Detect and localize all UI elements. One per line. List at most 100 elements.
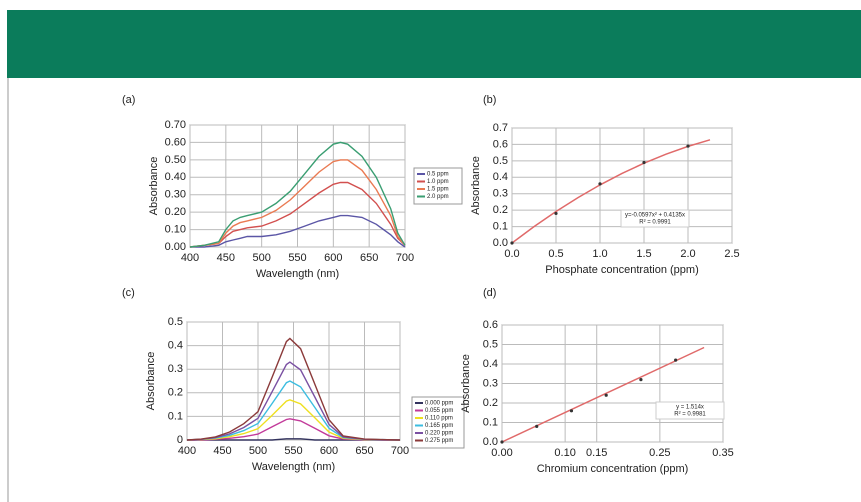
- annotation-box: [620, 209, 690, 228]
- y-tick-label: 0.2: [483, 397, 498, 409]
- y-tick-label: 0.0: [493, 237, 508, 249]
- header-band: [7, 10, 861, 78]
- panel-label: (b): [483, 94, 496, 106]
- x-tick-label: 500: [249, 445, 267, 457]
- y-tick-label: 0.4: [493, 171, 508, 183]
- x-tick-label: 0.35: [712, 447, 733, 459]
- x-tick-label: 400: [181, 252, 199, 264]
- data-point: [642, 160, 646, 165]
- data-point: [535, 424, 539, 428]
- y-tick-label: 0.4: [483, 358, 498, 370]
- x-tick-label: 550: [288, 252, 306, 264]
- series-line: [189, 141, 406, 248]
- annotation: y=-0.0597x² + 0.4135x: [625, 213, 685, 219]
- y-tick-label: 0.5: [168, 316, 183, 328]
- legend-label: 0.5 ppm: [427, 172, 449, 178]
- y-tick-label: 0.50: [165, 154, 186, 166]
- x-tick-label: 450: [213, 445, 231, 457]
- annotation-box: [655, 401, 725, 420]
- data-point: [674, 358, 678, 362]
- y-tick-label: 0: [177, 434, 183, 446]
- panel-label: (c): [122, 287, 135, 299]
- y-tick-label: 0.70: [165, 119, 186, 131]
- series-line: [186, 399, 401, 441]
- data-point: [604, 393, 608, 397]
- series-line: [187, 418, 401, 441]
- x-tick-label: 600: [320, 445, 338, 457]
- x-tick-label: 650: [355, 445, 373, 457]
- legend-label: 0.165 ppm: [425, 423, 453, 429]
- y-tick-label: 0.10: [165, 223, 186, 235]
- x-tick-label: 0.5: [548, 248, 563, 260]
- y-tick-label: 0.1: [483, 416, 498, 428]
- x-tick-label: 0.15: [586, 447, 607, 459]
- y-axis-label: Absorbance: [460, 354, 472, 413]
- series-line: [186, 380, 401, 441]
- data-point: [639, 378, 643, 382]
- y-tick-label: 0.3: [168, 363, 183, 375]
- y-tick-label: 0.2: [493, 204, 508, 216]
- x-tick-label: 0.10: [554, 447, 575, 459]
- x-tick-label: 0.0: [504, 248, 519, 260]
- y-tick-label: 0.20: [165, 206, 186, 218]
- y-tick-label: 0.3: [483, 377, 498, 389]
- y-tick-label: 0.60: [165, 136, 186, 148]
- y-tick-label: 0.6: [483, 319, 498, 331]
- x-axis-label: Wavelength (nm): [252, 461, 335, 473]
- x-tick-label: 550: [284, 445, 302, 457]
- x-tick-label: 2.0: [680, 248, 695, 260]
- y-tick-label: 0.40: [165, 171, 186, 183]
- data-point: [554, 211, 558, 216]
- x-tick-label: 2.5: [724, 248, 739, 260]
- y-tick-label: 0.5: [493, 155, 508, 167]
- y-tick-label: 0.7: [493, 122, 508, 134]
- y-axis-label: Absorbance: [145, 352, 157, 411]
- x-tick-label: 700: [396, 252, 414, 264]
- series-line: [187, 438, 400, 441]
- x-tick-label: 0.25: [649, 447, 670, 459]
- fit-line: [511, 139, 711, 244]
- x-tick-label: 0.00: [491, 447, 512, 459]
- data-point: [500, 440, 504, 444]
- x-axis-label: Chromium concentration (ppm): [537, 463, 689, 475]
- y-tick-label: 0.0: [483, 436, 498, 448]
- x-tick-label: 600: [324, 252, 342, 264]
- y-tick-label: 0.1: [493, 220, 508, 232]
- y-tick-label: 0.00: [165, 241, 186, 253]
- legend-label: 0.275 ppm: [425, 438, 453, 444]
- x-tick-label: 450: [217, 252, 235, 264]
- annotation: y = 1.514x: [676, 405, 704, 411]
- x-axis-label: Wavelength (nm): [256, 268, 339, 280]
- legend-label: 0.220 ppm: [425, 431, 453, 437]
- data-point: [598, 182, 602, 186]
- legend-label: 0.110 ppm: [425, 416, 453, 422]
- series-line: [186, 337, 401, 441]
- data-point: [686, 144, 690, 148]
- series-line: [189, 181, 406, 248]
- y-tick-label: 0.5: [483, 338, 498, 350]
- series-line: [186, 361, 401, 441]
- legend-label: 0.000 ppm: [425, 401, 453, 407]
- y-tick-label: 0.2: [168, 387, 183, 399]
- x-tick-label: 1.5: [636, 248, 651, 260]
- legend-label: 1.0 ppm: [427, 179, 449, 185]
- y-tick-label: 0.30: [165, 189, 186, 201]
- annotation: R² = 0.9981: [674, 412, 706, 418]
- series-line: [190, 214, 406, 248]
- y-tick-label: 0.1: [168, 410, 183, 422]
- series-line: [189, 159, 406, 248]
- data-point: [510, 241, 514, 245]
- y-axis-label: Absorbance: [470, 156, 482, 215]
- legend-label: 2.0 ppm: [427, 194, 449, 200]
- x-tick-label: 650: [360, 252, 378, 264]
- legend-label: 1.5 ppm: [427, 187, 449, 193]
- annotation: R² = 0.9991: [639, 220, 671, 226]
- x-tick-label: 500: [252, 252, 270, 264]
- data-point: [569, 409, 574, 413]
- x-tick-label: 1.0: [592, 248, 607, 260]
- y-tick-label: 0.4: [168, 340, 183, 352]
- x-tick-label: 700: [391, 445, 409, 457]
- x-tick-label: 400: [178, 445, 196, 457]
- legend-label: 0.055 ppm: [425, 408, 453, 414]
